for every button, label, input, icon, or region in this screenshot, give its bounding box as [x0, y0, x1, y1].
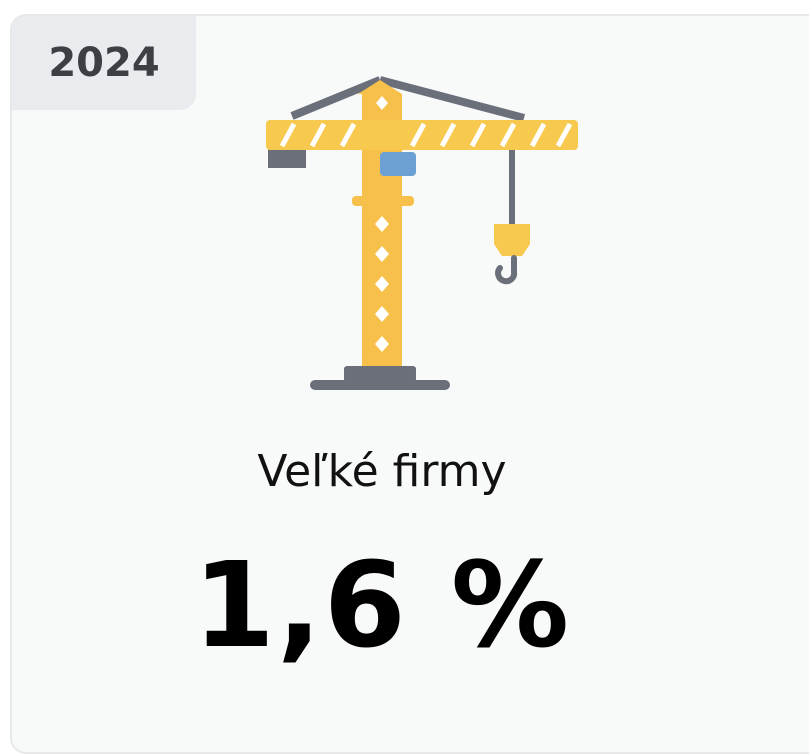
- page: 2024 Veľké firmy 1,6 % (() => { const da…: [10, 14, 809, 754]
- year-badge: 2024: [12, 16, 196, 110]
- card: 2024 Veľké firmy 1,6 %: [10, 14, 809, 754]
- value-text: 1,6 %: [192, 536, 572, 674]
- crane-icon: [266, 76, 578, 390]
- category-label: Veľké firmy: [257, 446, 507, 497]
